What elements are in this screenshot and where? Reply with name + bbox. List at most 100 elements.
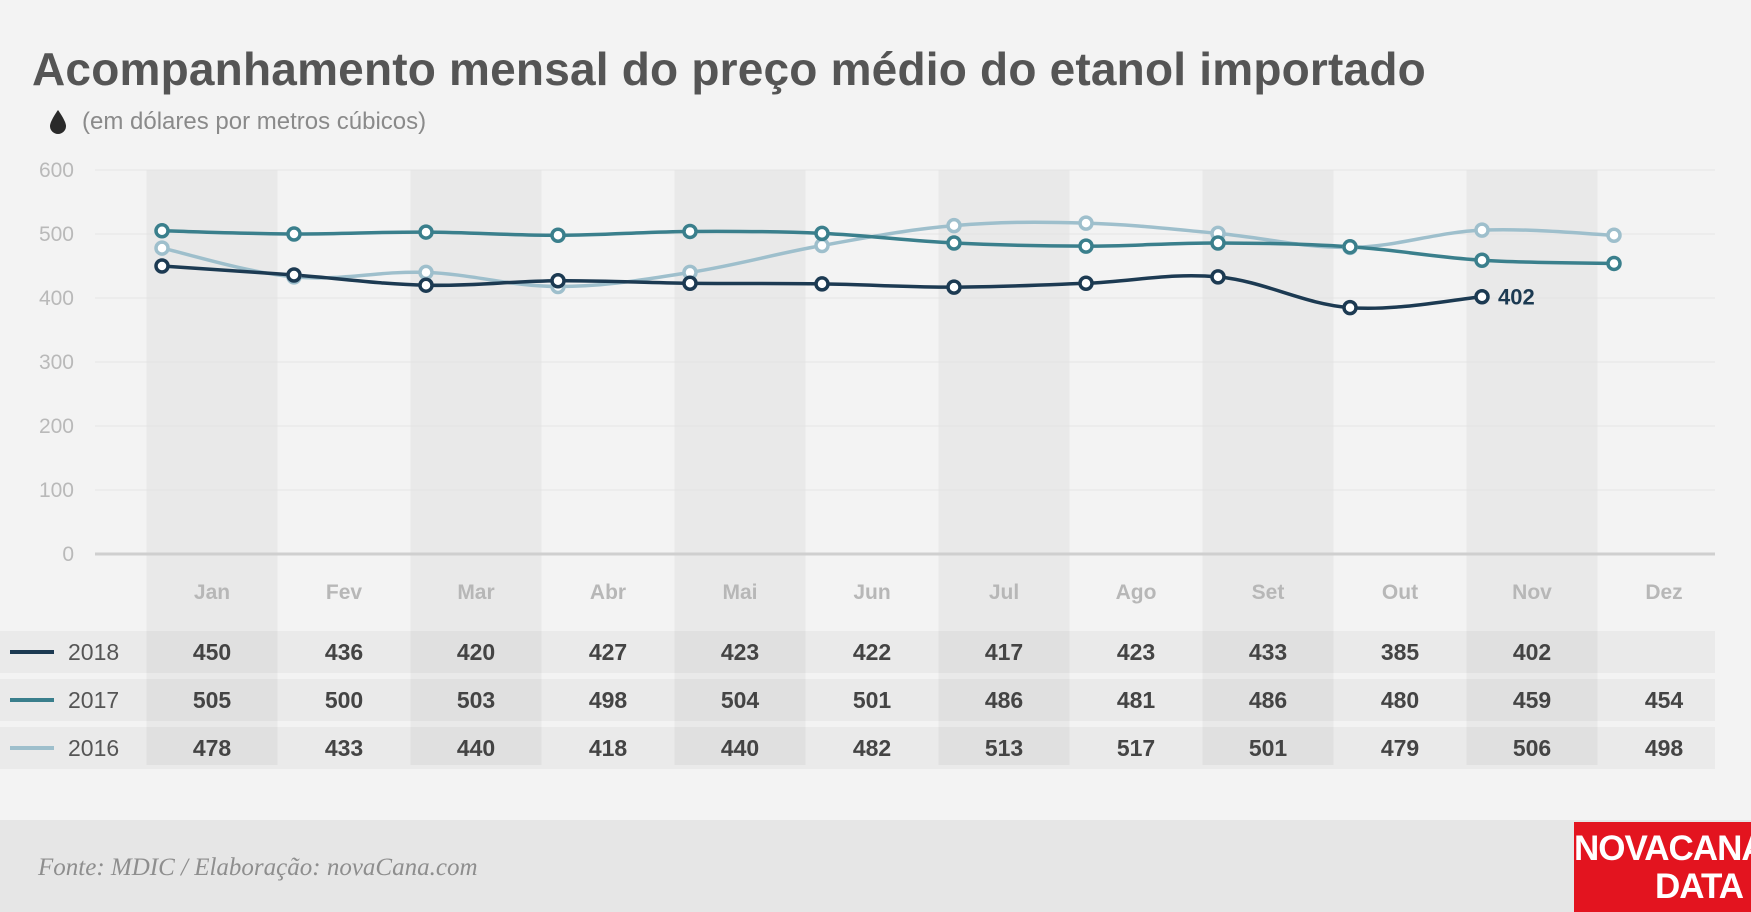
y-tick-label: 0 bbox=[62, 543, 74, 566]
x-tick-label: Mar bbox=[457, 581, 494, 604]
series-lines bbox=[161, 220, 1615, 310]
x-tick-label: Jan bbox=[194, 581, 230, 604]
data-point-2018 bbox=[1342, 299, 1358, 316]
table-cell: 481 bbox=[1117, 687, 1156, 713]
footer-bar bbox=[0, 820, 1751, 912]
table-cell: 486 bbox=[1249, 687, 1287, 713]
column-bands bbox=[146, 170, 1598, 765]
column-band bbox=[938, 170, 1070, 765]
table-cell: 459 bbox=[1513, 687, 1551, 713]
data-point-2018 bbox=[550, 272, 566, 289]
data-point-2016 bbox=[946, 217, 962, 234]
x-axis-labels: Jan Fev Mar Abr Mai Jun Jul Ago Set Out Nov Dez bbox=[194, 581, 1683, 604]
x-tick-label: Nov bbox=[1512, 581, 1552, 604]
data-point-2017 bbox=[550, 227, 566, 244]
table-cell: 482 bbox=[853, 735, 891, 761]
table-cell: 503 bbox=[457, 687, 495, 713]
table-cell: 501 bbox=[853, 687, 892, 713]
table-cell: 440 bbox=[721, 735, 759, 761]
table-cell: 479 bbox=[1381, 735, 1419, 761]
table-cell: 486 bbox=[985, 687, 1023, 713]
table-cell: 418 bbox=[589, 735, 628, 761]
data-point-2017 bbox=[946, 235, 962, 251]
table-cell: 505 bbox=[193, 687, 232, 713]
column-band bbox=[1202, 170, 1334, 765]
table-cell: 480 bbox=[1381, 687, 1419, 713]
table-cell: 402 bbox=[1513, 639, 1551, 665]
logo-line1: NOVACANA bbox=[1574, 829, 1751, 868]
drop-icon bbox=[50, 110, 66, 134]
legend-label-2017: 2017 bbox=[68, 687, 119, 713]
data-point-2018 bbox=[1210, 269, 1226, 285]
x-tick-label: Ago bbox=[1116, 581, 1157, 604]
logo-line2: DATA bbox=[1654, 867, 1744, 906]
table-cell: 506 bbox=[1513, 735, 1551, 761]
data-point-2018 bbox=[1474, 288, 1490, 305]
data-point-2017 bbox=[1078, 238, 1094, 254]
table-cell: 504 bbox=[721, 687, 760, 713]
table-cell: 420 bbox=[457, 639, 495, 665]
table-cell: 422 bbox=[853, 639, 891, 665]
table-cell: 454 bbox=[1645, 687, 1684, 713]
table-cell: 513 bbox=[985, 735, 1023, 761]
x-tick-label: Fev bbox=[326, 581, 363, 604]
column-band bbox=[674, 170, 806, 765]
legend-label-2018: 2018 bbox=[68, 639, 119, 665]
data-point-2018 bbox=[286, 267, 302, 283]
data-point-2016 bbox=[1474, 222, 1490, 238]
source-note: Fonte: MDIC / Elaboração: novaCana.com bbox=[38, 854, 478, 881]
table-cell: 385 bbox=[1381, 639, 1420, 665]
table-cell: 478 bbox=[193, 735, 232, 761]
y-tick-label: 100 bbox=[39, 479, 74, 502]
x-tick-label: Jun bbox=[853, 581, 890, 604]
y-tick-label: 500 bbox=[39, 223, 74, 246]
x-tick-label: Mai bbox=[722, 581, 757, 604]
data-point-2016 bbox=[418, 264, 434, 281]
table-cell: 423 bbox=[1117, 639, 1155, 665]
x-tick-label: Dez bbox=[1645, 581, 1682, 604]
end-value-label: 402 bbox=[1498, 285, 1535, 310]
table-cell: 500 bbox=[325, 687, 363, 713]
table-cell: 517 bbox=[1117, 735, 1155, 761]
data-point-2017 bbox=[682, 223, 698, 240]
table-cell: 498 bbox=[589, 687, 628, 713]
column-band bbox=[1466, 170, 1598, 765]
table-cell: 440 bbox=[457, 735, 495, 761]
data-point-2017 bbox=[154, 223, 170, 239]
data-point-2018 bbox=[814, 276, 830, 292]
table-cell: 433 bbox=[1249, 639, 1287, 665]
column-band bbox=[410, 170, 542, 765]
x-tick-label: Set bbox=[1252, 581, 1285, 604]
chart-subtitle-row: (em dólares por metros cúbicos) bbox=[48, 108, 426, 136]
data-point-2017 bbox=[286, 226, 302, 242]
data-point-2016 bbox=[1078, 215, 1094, 231]
table-cell: 501 bbox=[1249, 735, 1288, 761]
data-point-2017 bbox=[418, 224, 434, 240]
data-table: 2018 450 436 420 427 423 422 417 423 433 385 402 201… bbox=[10, 639, 1683, 761]
data-point-2017 bbox=[1342, 239, 1358, 255]
series-points: 402 bbox=[154, 215, 1622, 316]
y-tick-label: 600 bbox=[39, 159, 74, 182]
table-cell: 498 bbox=[1645, 735, 1684, 761]
x-tick-label: Jul bbox=[989, 581, 1019, 604]
table-cell: 433 bbox=[325, 735, 363, 761]
x-tick-label: Out bbox=[1382, 581, 1418, 604]
data-point-2016 bbox=[154, 240, 170, 256]
line-chart: 0 100 200 300 400 500 600 Jan Fev Mar Abr Mai Jun Ju… bbox=[10, 159, 1715, 765]
table-cell: 450 bbox=[193, 639, 231, 665]
novacana-data-logo[interactable]: NOVACANA DATA bbox=[1574, 822, 1751, 912]
data-point-2016 bbox=[814, 237, 830, 254]
chart-title: Acompanhamento mensal do preço médio do … bbox=[32, 43, 1426, 95]
data-point-2018 bbox=[418, 277, 434, 293]
table-cell: 417 bbox=[985, 639, 1023, 665]
data-point-2017 bbox=[1210, 235, 1226, 251]
data-point-2017 bbox=[814, 225, 830, 242]
table-cell: 427 bbox=[589, 639, 627, 665]
data-point-2018 bbox=[1078, 275, 1094, 292]
data-point-2018 bbox=[682, 275, 698, 292]
chart-subtitle: (em dólares por metros cúbicos) bbox=[82, 108, 427, 135]
data-point-2017 bbox=[1474, 252, 1490, 268]
table-cell: 436 bbox=[325, 639, 363, 665]
y-tick-label: 200 bbox=[39, 415, 74, 438]
legend-label-2016: 2016 bbox=[68, 735, 119, 761]
